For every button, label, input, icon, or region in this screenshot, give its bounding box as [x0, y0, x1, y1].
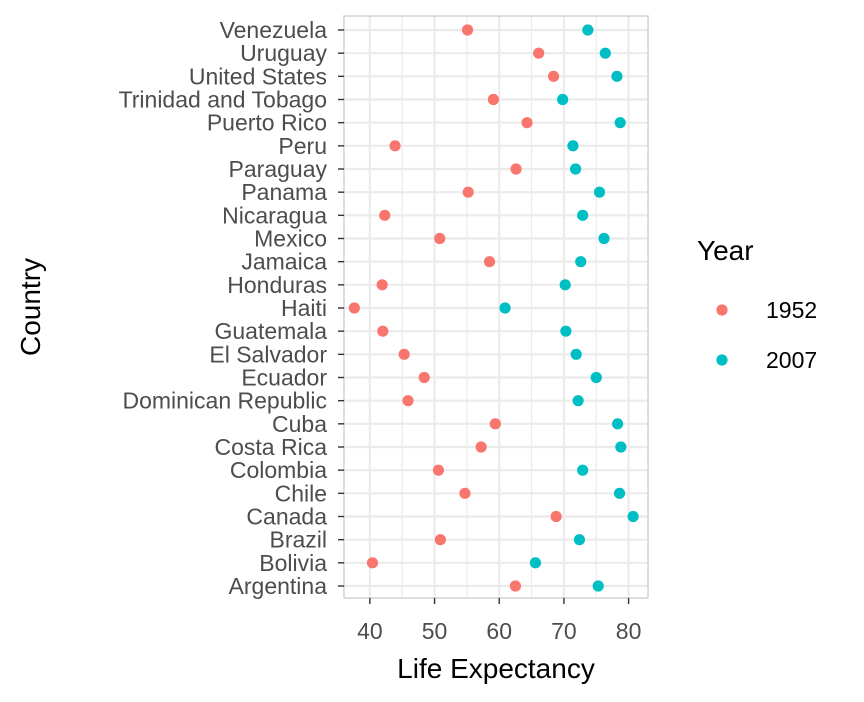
point-2007-panama [593, 186, 606, 198]
legend-key-1952 [716, 304, 728, 316]
point-2007-el-salvador [570, 348, 582, 360]
point-2007-united-states [611, 70, 623, 82]
y-tick-label: El Salvador [209, 341, 327, 367]
point-2007-venezuela [582, 24, 594, 36]
x-tick-label: 40 [357, 618, 383, 644]
y-tick-label: Haiti [281, 295, 327, 321]
point-1952-dominican-republic [402, 395, 414, 407]
y-tick-label: Cuba [272, 411, 327, 437]
y-tick-label: United States [189, 63, 327, 89]
y-tick-label: Honduras [227, 272, 327, 298]
point-1952-venezuela [461, 24, 474, 36]
point-1952-guatemala [377, 325, 389, 337]
point-2007-brazil [573, 534, 586, 546]
y-tick-label: Trinidad and Tobago [119, 87, 327, 113]
point-1952-puerto-rico [521, 117, 533, 129]
y-tick-label: Peru [278, 133, 327, 159]
point-2007-colombia [577, 464, 589, 476]
legend-label-1952: 1952 [766, 297, 817, 323]
y-tick-label: Panama [241, 179, 327, 205]
point-2007-trinidad-and-tobago [557, 93, 569, 106]
point-2007-ecuador [590, 371, 602, 384]
x-tick-label: 50 [422, 618, 448, 644]
point-2007-haiti [499, 302, 511, 314]
y-tick-label: Chile [275, 480, 327, 506]
point-1952-chile [459, 487, 471, 499]
y-tick-label: Colombia [230, 457, 327, 483]
y-tick-label: Nicaragua [222, 202, 327, 228]
point-1952-jamaica [483, 256, 496, 268]
grid-layer [344, 16, 648, 598]
point-2007-puerto-rico [614, 117, 626, 129]
y-tick-label: Costa Rica [215, 434, 328, 460]
point-1952-paraguay [510, 163, 522, 175]
point-1952-uruguay [533, 47, 545, 59]
points-layer [348, 24, 639, 592]
y-tick-label: Dominican Republic [122, 388, 327, 414]
x-tick-label: 60 [486, 618, 512, 644]
point-2007-argentina [592, 580, 604, 592]
legend-title: Year [697, 235, 754, 266]
point-2007-mexico [598, 232, 610, 245]
y-tick-label: Bolivia [259, 550, 327, 576]
point-2007-bolivia [529, 557, 542, 569]
point-1952-ecuador [418, 371, 430, 384]
y-tick-label: Brazil [269, 527, 327, 553]
point-2007-costa-rica [615, 441, 627, 453]
point-1952-honduras [376, 279, 388, 291]
point-2007-canada [627, 510, 639, 523]
point-1952-united-states [547, 70, 560, 82]
point-1952-panama [462, 186, 474, 198]
point-2007-uruguay [599, 47, 611, 59]
y-tick-label: Guatemala [214, 318, 327, 344]
point-1952-colombia [432, 464, 445, 476]
point-1952-bolivia [366, 557, 379, 569]
point-2007-peru [567, 140, 579, 152]
point-2007-cuba [612, 418, 624, 430]
point-1952-mexico [434, 232, 446, 245]
point-2007-chile [613, 487, 626, 499]
point-1952-costa-rica [475, 441, 487, 453]
legend-label-2007: 2007 [766, 347, 817, 373]
point-1952-argentina [509, 580, 522, 592]
point-2007-jamaica [575, 256, 587, 268]
y-tick-label: Paraguay [229, 156, 328, 182]
x-tick-label: 70 [551, 618, 577, 644]
point-2007-nicaragua [577, 209, 589, 221]
point-1952-peru [389, 140, 401, 152]
y-axis-title: Country [15, 258, 46, 356]
x-tick-label: 80 [616, 618, 642, 644]
y-tick-label: Puerto Rico [207, 110, 327, 136]
y-tick-label: Jamaica [241, 249, 327, 275]
y-tick-label: Canada [246, 504, 327, 530]
y-tick-label: Uruguay [240, 40, 327, 66]
point-1952-cuba [489, 418, 501, 430]
point-2007-guatemala [560, 325, 572, 337]
legend: Year 1952 2007 [697, 235, 817, 373]
point-2007-dominican-republic [572, 395, 584, 407]
y-tick-label: Ecuador [241, 365, 327, 391]
legend-key-2007 [716, 354, 728, 366]
y-tick-label: Mexico [254, 226, 327, 252]
point-2007-paraguay [569, 163, 582, 175]
y-tick-label: Argentina [229, 573, 328, 599]
axes-layer: 40 50 60 70 80 ArgentinaBoliviaBrazilCanadaCh… [119, 17, 642, 644]
point-2007-honduras [559, 279, 571, 291]
x-axis-title: Life Expectancy [397, 653, 595, 684]
point-1952-nicaragua [379, 209, 391, 221]
point-1952-canada [550, 510, 562, 523]
point-1952-brazil [434, 534, 446, 546]
panel-border [343, 15, 649, 599]
point-1952-haiti [348, 302, 360, 314]
point-1952-el-salvador [398, 348, 410, 360]
y-tick-label: Venezuela [220, 17, 328, 43]
point-1952-trinidad-and-tobago [487, 93, 500, 106]
